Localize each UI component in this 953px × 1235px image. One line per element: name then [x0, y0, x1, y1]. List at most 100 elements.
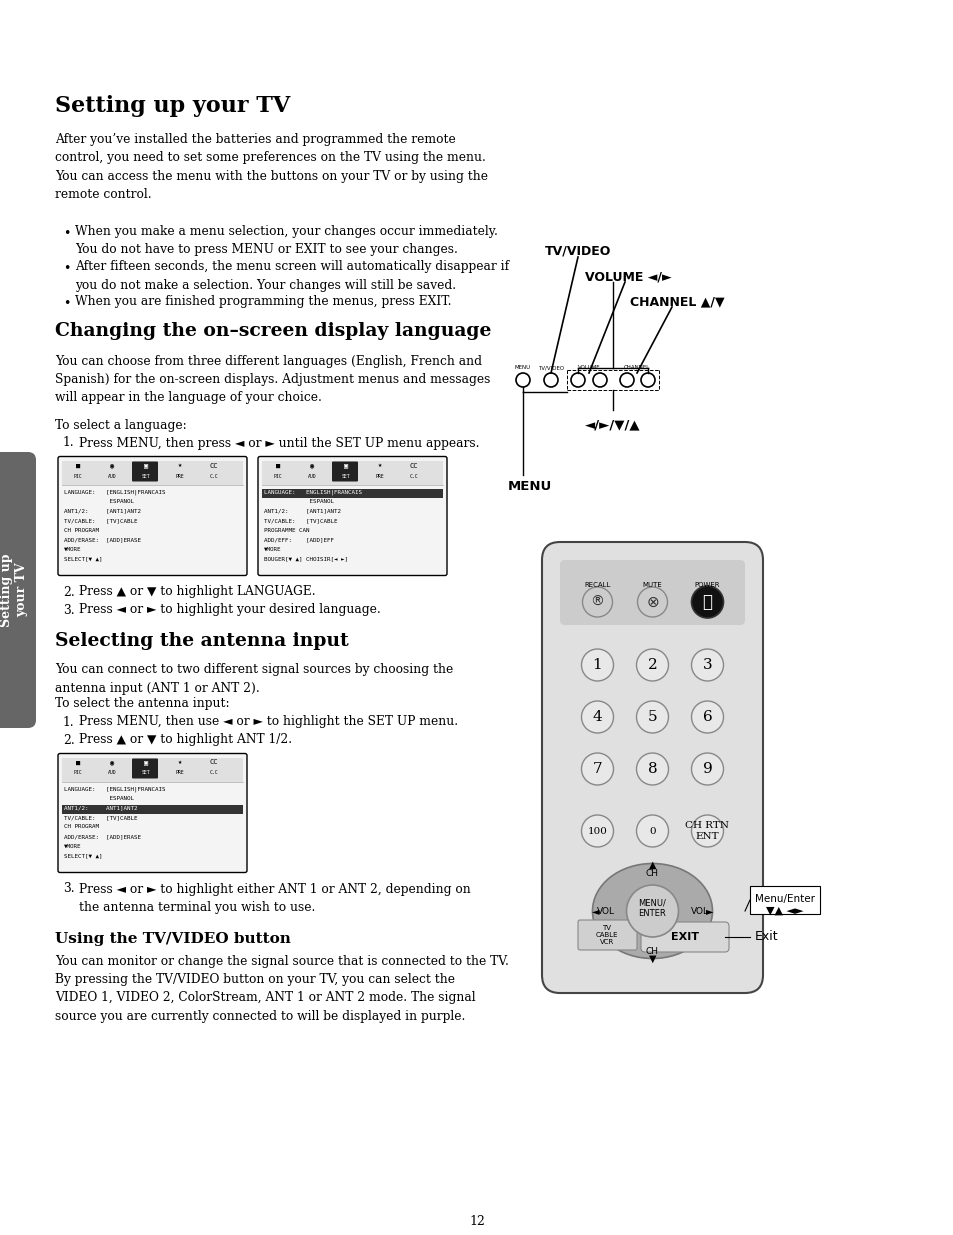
Text: ►: ►	[705, 906, 713, 916]
Text: To select the antenna input:: To select the antenna input:	[55, 698, 230, 710]
Circle shape	[691, 701, 722, 734]
Text: ▼MORE: ▼MORE	[264, 547, 281, 552]
Text: ▲: ▲	[648, 860, 656, 869]
Text: You can connect to two different signal sources by choosing the
antenna input (A: You can connect to two different signal …	[55, 663, 453, 695]
Text: ANT1/2:     [ANT1]ANT2: ANT1/2: [ANT1]ANT2	[264, 509, 340, 514]
Text: SET: SET	[142, 771, 151, 776]
Text: ®: ®	[590, 595, 604, 609]
FancyBboxPatch shape	[332, 462, 357, 482]
Text: ⊗: ⊗	[645, 594, 659, 610]
Text: PIC: PIC	[73, 473, 82, 478]
Text: Press ◄ or ► to highlight your desired language.: Press ◄ or ► to highlight your desired l…	[79, 604, 380, 616]
Text: CC: CC	[210, 760, 218, 766]
FancyBboxPatch shape	[257, 457, 447, 576]
Text: ▼MORE: ▼MORE	[64, 844, 81, 848]
Text: Press MENU, then press ◄ or ► until the SET UP menu appears.: Press MENU, then press ◄ or ► until the …	[79, 436, 479, 450]
Text: You can monitor or change the signal source that is connected to the TV.
By pres: You can monitor or change the signal sou…	[55, 955, 508, 1023]
Text: ◉: ◉	[310, 462, 314, 468]
Text: Menu/Enter: Menu/Enter	[754, 894, 814, 904]
Text: ▼▲ ◄►: ▼▲ ◄►	[765, 906, 803, 916]
FancyBboxPatch shape	[578, 920, 637, 950]
Text: TV/CABLE:   [TV]CABLE: TV/CABLE: [TV]CABLE	[264, 517, 337, 522]
Text: Changing the on–screen display language: Changing the on–screen display language	[55, 322, 491, 341]
Circle shape	[626, 885, 678, 937]
Text: ADD/ERASE:  [ADD]ERASE: ADD/ERASE: [ADD]ERASE	[64, 537, 141, 542]
Text: VOLUME: VOLUME	[578, 366, 599, 370]
Bar	[262, 461, 442, 484]
Text: When you are finished programming the menus, press EXIT.: When you are finished programming the me…	[75, 295, 451, 308]
Text: Press ◄ or ► to highlight either ANT 1 or ANT 2, depending on
the antenna termin: Press ◄ or ► to highlight either ANT 1 o…	[79, 883, 470, 914]
Circle shape	[691, 815, 722, 847]
Text: 1: 1	[592, 658, 601, 672]
Circle shape	[636, 650, 668, 680]
Text: VOLUME ◄/►: VOLUME ◄/►	[584, 270, 671, 283]
Text: •: •	[63, 227, 71, 240]
Text: 5: 5	[647, 710, 657, 724]
Text: Selecting the antenna input: Selecting the antenna input	[55, 631, 349, 650]
Text: ▣: ▣	[144, 760, 148, 766]
Text: 100: 100	[587, 826, 607, 836]
Text: AUD: AUD	[108, 473, 116, 478]
Text: ⏻: ⏻	[701, 593, 712, 611]
Bar	[62, 757, 243, 782]
Text: CH PROGRAM: CH PROGRAM	[64, 527, 99, 532]
Text: 2.: 2.	[63, 585, 74, 599]
Text: Using the TV/VIDEO button: Using the TV/VIDEO button	[55, 932, 291, 946]
Text: ANT1/2:     ANT1]ANT2: ANT1/2: ANT1]ANT2	[64, 805, 137, 810]
Text: PRE: PRE	[375, 473, 384, 478]
Text: ADD/ERASE:  [ADD]ERASE: ADD/ERASE: [ADD]ERASE	[64, 834, 141, 839]
Circle shape	[581, 650, 613, 680]
Text: TV/CABLE:   [TV]CABLE: TV/CABLE: [TV]CABLE	[64, 517, 137, 522]
Circle shape	[637, 587, 667, 618]
Circle shape	[582, 587, 612, 618]
Text: You can choose from three different languages (English, French and
Spanish) for : You can choose from three different lang…	[55, 354, 490, 405]
Text: 7: 7	[592, 762, 601, 776]
Text: SELECT[▼ ▲]: SELECT[▼ ▲]	[64, 556, 102, 561]
Text: SET: SET	[142, 473, 151, 478]
Text: ■: ■	[76, 760, 80, 766]
FancyBboxPatch shape	[58, 753, 247, 872]
Text: 6: 6	[702, 710, 712, 724]
Circle shape	[636, 701, 668, 734]
Text: 2.: 2.	[63, 734, 74, 746]
FancyBboxPatch shape	[541, 542, 762, 993]
Text: MENU: MENU	[515, 366, 531, 370]
Text: ◉: ◉	[110, 462, 114, 468]
Text: CC: CC	[410, 462, 417, 468]
Text: Press ▲ or ▼ to highlight ANT 1/2.: Press ▲ or ▼ to highlight ANT 1/2.	[79, 734, 292, 746]
Text: ESPANOL: ESPANOL	[264, 499, 334, 504]
Text: 2: 2	[647, 658, 657, 672]
Text: C.C: C.C	[409, 473, 417, 478]
Circle shape	[691, 753, 722, 785]
Circle shape	[636, 815, 668, 847]
Text: AUD: AUD	[308, 473, 316, 478]
Text: •: •	[63, 296, 71, 310]
Text: Setting up
your TV: Setting up your TV	[0, 553, 28, 626]
FancyBboxPatch shape	[58, 457, 247, 576]
Text: CC: CC	[210, 462, 218, 468]
FancyBboxPatch shape	[0, 452, 36, 727]
Circle shape	[581, 701, 613, 734]
Text: Press ▲ or ▼ to highlight LANGUAGE.: Press ▲ or ▼ to highlight LANGUAGE.	[79, 585, 315, 599]
Text: EXIT: EXIT	[670, 932, 699, 942]
Text: PIC: PIC	[274, 473, 282, 478]
Text: LANGUAGE:   ENGLISH|FRANCAIS: LANGUAGE: ENGLISH|FRANCAIS	[264, 489, 361, 495]
Text: TV/VIDEO: TV/VIDEO	[544, 245, 611, 258]
Bar	[749, 885, 820, 914]
Text: TV/VIDEO: TV/VIDEO	[537, 366, 563, 370]
Text: ▼: ▼	[648, 953, 656, 965]
Text: ★: ★	[377, 462, 382, 468]
Text: CH RTN
ENT: CH RTN ENT	[685, 821, 729, 841]
Text: 1.: 1.	[63, 436, 74, 450]
Circle shape	[691, 585, 722, 618]
Text: ANT1/2:     [ANT1]ANT2: ANT1/2: [ANT1]ANT2	[64, 509, 141, 514]
Text: CHANNEL: CHANNEL	[623, 366, 649, 370]
Text: Setting up your TV: Setting up your TV	[55, 95, 290, 117]
Circle shape	[581, 815, 613, 847]
Text: CHANNEL ▲/▼: CHANNEL ▲/▼	[629, 295, 724, 308]
Text: After you’ve installed the batteries and programmed the remote
control, you need: After you’ve installed the batteries and…	[55, 133, 488, 201]
Text: POWER: POWER	[694, 582, 720, 588]
Text: LANGUAGE:   [ENGLISH|FRANCAIS: LANGUAGE: [ENGLISH|FRANCAIS	[64, 787, 165, 792]
Text: TV/CABLE:   [TV]CABLE: TV/CABLE: [TV]CABLE	[64, 815, 137, 820]
Text: VOL: VOL	[596, 906, 614, 915]
